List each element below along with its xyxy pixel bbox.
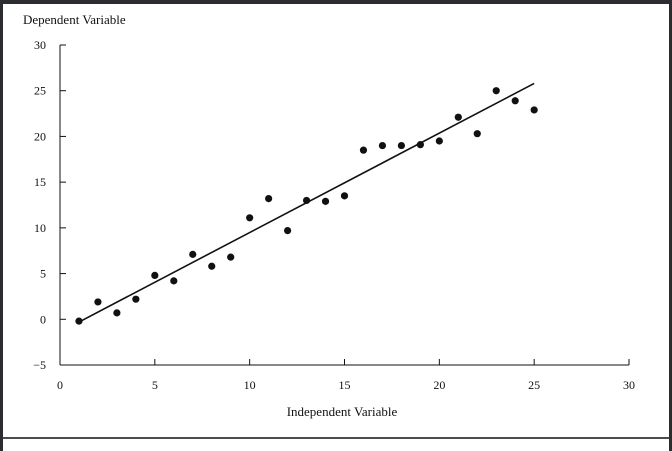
data-point	[208, 262, 216, 270]
data-point	[265, 195, 273, 203]
data-point	[435, 137, 443, 145]
y-tick-label: 15	[34, 175, 46, 189]
y-tick-label: 30	[34, 38, 46, 52]
data-point	[416, 141, 424, 149]
data-point	[492, 87, 500, 95]
x-tick-label: 10	[244, 378, 256, 392]
data-point	[378, 141, 387, 150]
scatter-chart: Dependent Variable −5 0 5 10 15 20 25 30 0 5 10 15…	[3, 12, 669, 439]
y-tick-label: 20	[34, 129, 46, 143]
x-tick-label: 20	[433, 378, 445, 392]
data-point	[511, 97, 519, 105]
data-point	[132, 295, 140, 303]
data-point	[189, 250, 197, 258]
y-tick-label: 10	[34, 221, 46, 235]
x-tick-label: 15	[339, 378, 351, 392]
y-tick-label: 0	[40, 312, 46, 326]
x-tick-label: 30	[623, 378, 635, 392]
data-point	[359, 146, 368, 154]
y-tick-label: −5	[33, 358, 46, 372]
data-point	[246, 214, 254, 222]
data-point	[170, 277, 178, 285]
data-point	[94, 298, 102, 306]
data-point	[454, 113, 462, 121]
data-point	[284, 227, 292, 235]
data-point	[113, 309, 121, 317]
y-axis-title: Dependent Variable	[23, 12, 126, 27]
data-point	[473, 130, 481, 138]
y-tick-label: 25	[34, 84, 46, 98]
x-tick-label: 0	[57, 378, 63, 392]
data-point	[397, 141, 405, 150]
data-point	[151, 271, 159, 279]
x-tick-label: 5	[152, 378, 158, 392]
data-point	[302, 196, 311, 205]
x-axis-title: Independent Variable	[287, 404, 398, 419]
data-point	[321, 197, 330, 205]
data-point	[340, 192, 349, 200]
data-point	[227, 253, 235, 261]
data-point	[75, 317, 83, 325]
chart-frame: Dependent Variable −5 0 5 10 15 20 25 30 0 5 10 15…	[3, 4, 669, 451]
y-tick-label: 5	[40, 267, 46, 281]
x-tick-label: 25	[528, 378, 540, 392]
data-point	[530, 106, 538, 114]
